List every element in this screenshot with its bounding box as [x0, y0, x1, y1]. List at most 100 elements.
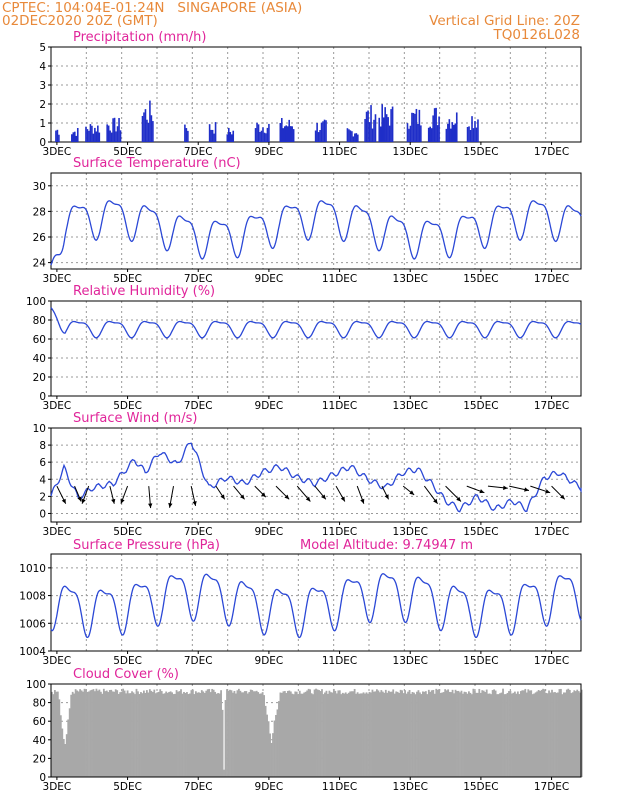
cloud-bar [245, 691, 248, 777]
wind-arrow [74, 485, 82, 502]
cloud-bar [157, 691, 160, 777]
cloud-bar [499, 693, 501, 777]
cloud-bar [180, 689, 182, 777]
precip-bar [427, 127, 430, 142]
x-tick-label: 11DEC [322, 655, 357, 667]
cloud-bar [364, 693, 366, 777]
precip-bar [265, 133, 267, 142]
precip-bar [451, 122, 454, 142]
y-tick-label: 28 [33, 206, 46, 218]
cloud-bar [494, 690, 497, 777]
cloud-bar [98, 689, 101, 777]
wind-arrow [530, 485, 551, 494]
cloud-bar [267, 721, 270, 777]
cloud-bar [395, 691, 398, 777]
cloud-bar [59, 715, 62, 777]
panel-6: 0 20 40 60 80 100 3DEC 5DEC 7DEC 9DEC 11DEC 13DEC 15… [26, 667, 583, 793]
x-tick-label: 9DEC [255, 526, 284, 538]
cloud-bar [168, 691, 171, 777]
cloud-bar [350, 691, 353, 777]
x-tick-label: 11DEC [322, 273, 357, 285]
cloud-bar [321, 689, 323, 777]
precip-bar [445, 128, 448, 142]
y-tick-label: 26 [33, 232, 47, 244]
cloud-bar [114, 689, 117, 777]
cloud-bar [113, 691, 116, 777]
precip-bar [447, 123, 449, 142]
cloud-bar [384, 689, 387, 777]
cloud-bar [80, 690, 83, 777]
cloud-bar [83, 688, 86, 777]
cloud-bar [456, 691, 458, 777]
cloud-bar [353, 688, 356, 777]
cloud-bar [88, 691, 90, 777]
precip-bar [411, 112, 413, 142]
precip-bar [109, 130, 111, 142]
precip-bar [448, 119, 451, 142]
cloud-bar [237, 688, 240, 777]
y-tick-label: 1004 [19, 646, 46, 658]
x-tick-label: 5DEC [113, 781, 142, 793]
cloud-bar [281, 692, 283, 777]
cloud-bar [240, 692, 243, 777]
cloud-bar [368, 691, 371, 777]
precip-bar [88, 130, 90, 142]
precip-bar [89, 124, 92, 142]
cloud-bar [249, 689, 252, 777]
precip-bar [229, 132, 232, 142]
panel-frame [50, 172, 582, 270]
cloud-bar [521, 690, 524, 777]
cloud-bar [405, 693, 408, 777]
cloud-bar [435, 688, 438, 777]
cloud-bar [370, 692, 372, 777]
cloud-bar [99, 691, 102, 777]
cloud-bar [264, 705, 267, 777]
cloud-bar [71, 691, 74, 777]
cloud-bar [196, 692, 199, 777]
precip-bar [430, 128, 433, 142]
x-tick-label: 15DEC [463, 526, 498, 538]
cloud-bar [530, 690, 533, 777]
precip-bar [323, 119, 326, 142]
cloud-bar [178, 691, 181, 777]
panel-frame [50, 427, 582, 523]
cloud-bar [273, 720, 276, 777]
precip-bar [208, 124, 211, 142]
cloud-bar [399, 689, 402, 777]
cloud-bar [101, 693, 104, 777]
cloud-bar [502, 688, 504, 777]
precip-bar [259, 132, 261, 142]
cloud-bar [318, 690, 320, 777]
cloud-bar [327, 693, 329, 777]
cloud-bar [322, 694, 325, 777]
precip-bar [112, 118, 114, 142]
cloud-bar [334, 690, 337, 777]
cloud-bar [156, 692, 159, 777]
panel-title: Cloud Cover (%) [73, 667, 179, 682]
cloud-bar [325, 690, 328, 777]
cloud-bar [390, 691, 393, 777]
cloud-bar [184, 692, 187, 777]
cloud-bar [162, 693, 165, 777]
precip-bar [475, 127, 478, 142]
cloud-bar [558, 689, 561, 777]
precip-bar [368, 122, 371, 142]
cloud-bar [548, 690, 550, 777]
precip-bar [433, 108, 436, 142]
cloud-bar [138, 694, 141, 777]
precip-bar [279, 122, 282, 142]
cloud-bar [223, 769, 225, 777]
cloud-bar [52, 694, 55, 777]
cloud-bar [470, 694, 473, 777]
cloud-bar [340, 694, 343, 777]
cloud-bar [402, 693, 405, 777]
model-altitude-label: Model Altitude: 9.74947 m [300, 538, 473, 553]
precip-bar [468, 126, 470, 142]
cloud-bar [104, 691, 107, 777]
cloud-bar [301, 693, 304, 777]
cloud-bar [387, 690, 390, 777]
cloud-bar [224, 700, 227, 777]
x-tick-label: 15DEC [463, 655, 498, 667]
precip-bar [150, 115, 153, 142]
cloud-bar [429, 691, 432, 777]
